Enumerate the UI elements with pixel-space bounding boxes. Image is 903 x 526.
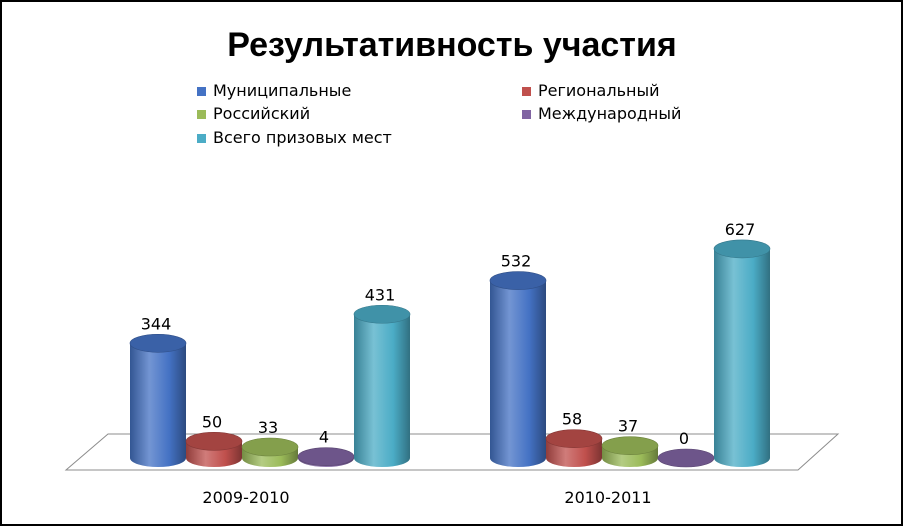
- bar: [601, 436, 659, 467]
- legend-swatch: [197, 134, 206, 143]
- bar-top: [297, 447, 355, 466]
- legend-item: Международный: [522, 104, 681, 123]
- legend-swatch: [197, 110, 206, 119]
- data-label: 37: [618, 417, 638, 436]
- x-tick-label: 2009-2010: [202, 488, 289, 507]
- data-label: 532: [501, 252, 532, 271]
- bar: [353, 304, 411, 467]
- legend-swatch: [522, 110, 531, 119]
- bar: [297, 447, 355, 467]
- bar: [713, 239, 771, 467]
- bar: [185, 432, 243, 467]
- legend-item: Всего призовых мест: [197, 128, 392, 147]
- x-axis: 2009-2010 2010-2011: [202, 488, 651, 507]
- data-label: 0: [679, 429, 689, 448]
- bar: [489, 271, 547, 467]
- data-label: 344: [141, 314, 172, 333]
- bar-top: [185, 432, 243, 451]
- data-label: 58: [562, 410, 582, 429]
- bar-body: [354, 314, 410, 467]
- legend-item: Российский: [197, 104, 310, 123]
- legend-item: Региональный: [522, 81, 660, 100]
- data-label: 627: [725, 220, 756, 239]
- legend-item: Муниципальные: [197, 81, 351, 100]
- data-label: 431: [365, 285, 396, 304]
- bar-body: [490, 280, 546, 467]
- bar: [545, 429, 603, 467]
- legend-swatch: [522, 87, 531, 96]
- legend: Муниципальные Региональный Российский Между…: [197, 81, 681, 147]
- bar-top: [601, 436, 659, 455]
- legend-swatch: [197, 87, 206, 96]
- data-label: 4: [319, 428, 329, 447]
- bar: [241, 437, 299, 467]
- data-label: 33: [258, 418, 278, 437]
- legend-label: Муниципальные: [213, 81, 351, 100]
- bar-body: [714, 248, 770, 467]
- legend-label: Международный: [538, 104, 681, 123]
- bar-top: [657, 448, 715, 468]
- bar-top: [545, 429, 603, 448]
- plot-area: 344 50 33 4 431 532 58 37 0 627: [129, 220, 771, 468]
- chart-title: Результативность участия: [227, 26, 676, 64]
- bar-body: [130, 343, 186, 467]
- bar: [129, 333, 187, 467]
- x-tick-label: 2010-2011: [564, 488, 651, 507]
- legend-label: Региональный: [538, 81, 660, 100]
- legend-label: Российский: [213, 104, 310, 123]
- bar-top: [713, 239, 771, 259]
- data-label: 50: [202, 412, 222, 431]
- bar-top: [489, 271, 547, 290]
- bar: [657, 448, 715, 468]
- bar-top: [353, 304, 411, 324]
- bar-top: [129, 333, 187, 353]
- legend-label: Всего призовых мест: [213, 128, 392, 147]
- bar-top: [241, 437, 299, 457]
